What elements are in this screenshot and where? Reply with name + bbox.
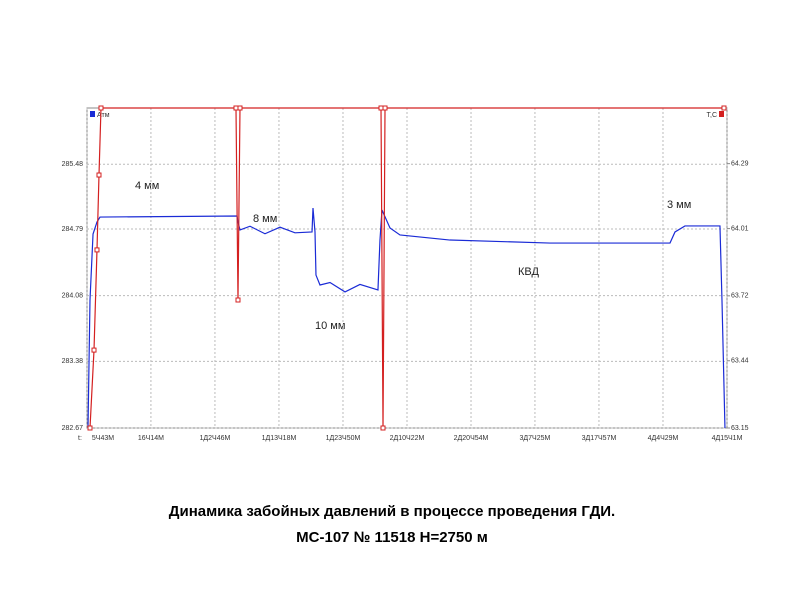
point-marker (87, 425, 93, 431)
y-tick-label: 284.08 (62, 293, 84, 300)
legend-swatch (90, 111, 95, 117)
caption: Динамика забойных давлений в процессе пр… (169, 503, 615, 520)
point-marker (94, 247, 100, 253)
point-marker (91, 347, 97, 353)
x-tick-label: 1Д13Ч18М (262, 435, 297, 442)
point-marker (237, 105, 243, 111)
series-line (89, 107, 724, 429)
point-marker (98, 105, 104, 111)
x-tick-label: 5Ч43М (92, 435, 114, 442)
annotation: 10 мм (315, 320, 345, 332)
legend-swatch (719, 111, 724, 117)
legend-label: Атм (97, 112, 110, 119)
y2-tick-label: 64.29 (731, 160, 749, 167)
point-marker (96, 172, 102, 178)
x-tick-label: 2Д10Ч22М (390, 435, 425, 442)
legend-label: Т,С (707, 112, 718, 119)
y-tick-label: 282.67 (62, 425, 84, 432)
x-tick-label: 4Д15Ч1М (712, 435, 743, 442)
point-marker (378, 105, 384, 111)
x-tick-label: 3Д17Ч57М (582, 435, 617, 442)
y-tick-label: 284.79 (62, 226, 84, 233)
x-tick-label: 16Ч14М (138, 435, 164, 442)
x-tick-label: 4Д4Ч29М (648, 435, 679, 442)
x-tick-label: 1Д2Ч46М (200, 435, 231, 442)
y2-tick-label: 64.01 (731, 225, 749, 232)
annotation: 3 мм (667, 199, 691, 211)
y-tick-label: 285.48 (62, 161, 84, 168)
y-tick-label: 283.38 (62, 358, 84, 365)
point-marker (235, 297, 241, 303)
x-axis-label: t: (78, 435, 82, 442)
caption: МС-107 № 11518 Н=2750 м (296, 529, 488, 546)
x-tick-label: 2Д20Ч54М (454, 435, 489, 442)
annotation: 4 мм (135, 180, 159, 192)
annotation: 8 мм (253, 213, 277, 225)
y2-tick-label: 63.72 (731, 293, 749, 300)
y2-tick-label: 63.15 (731, 425, 749, 432)
point-marker (233, 105, 239, 111)
x-tick-label: 3Д7Ч25М (520, 435, 551, 442)
y2-tick-label: 63.44 (731, 358, 749, 365)
annotation: КВД (518, 266, 540, 278)
point-marker (721, 105, 727, 111)
point-marker (382, 105, 388, 111)
x-tick-label: 1Д23Ч50М (326, 435, 361, 442)
point-marker (380, 425, 386, 431)
